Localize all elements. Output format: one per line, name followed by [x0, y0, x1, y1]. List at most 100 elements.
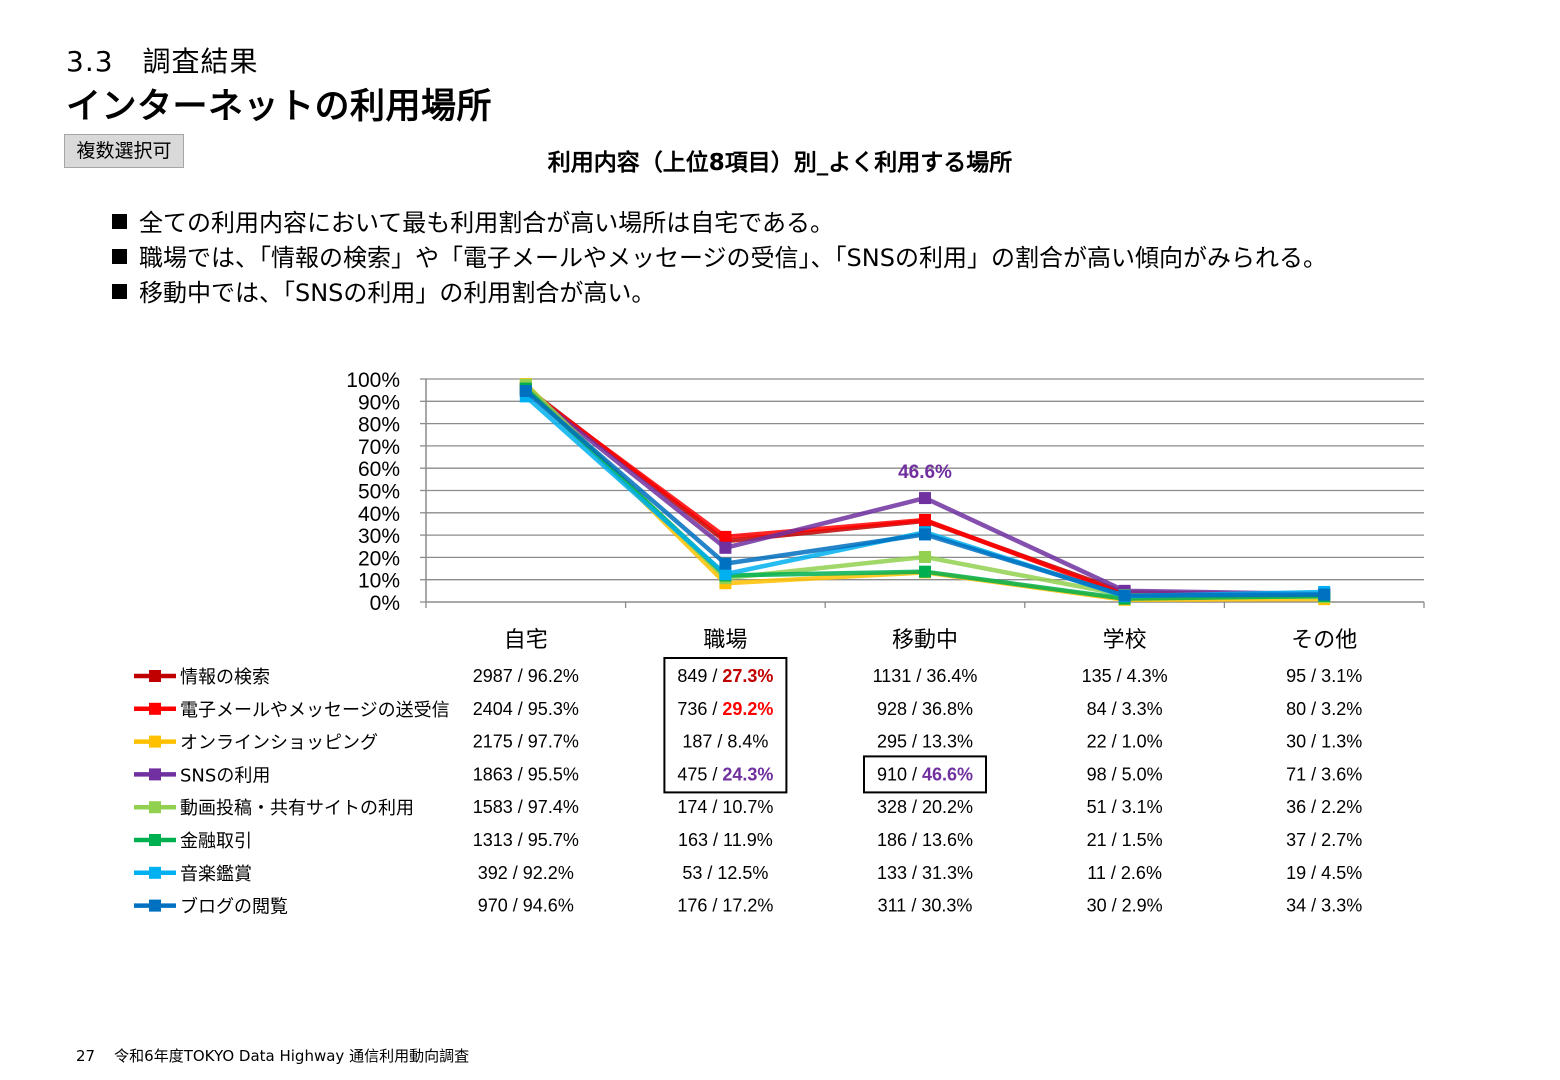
table-cell: 295 / 13.3%	[877, 732, 973, 752]
table-cell: 133 / 31.3%	[877, 863, 973, 883]
data-point	[719, 541, 732, 554]
legend-label: 金融取引	[180, 831, 252, 852]
table-cell: 970 / 94.6%	[478, 896, 574, 916]
table-cell: 51 / 3.1%	[1087, 797, 1163, 817]
y-tick-label: 30%	[358, 525, 400, 548]
legend-marker	[149, 801, 161, 814]
data-point	[919, 550, 931, 563]
y-tick-label: 90%	[358, 391, 400, 414]
bullet-text: 移動中では、「SNSの利用」の利用割合が高い。	[139, 279, 656, 307]
data-point	[719, 568, 732, 581]
series-line	[524, 387, 1325, 597]
table-cell: 34 / 3.3%	[1286, 896, 1362, 916]
table-cell: 328 / 20.2%	[877, 797, 973, 817]
footer: 27 令和6年度TOKYO Data Highway 通信利用動向調査	[76, 1045, 469, 1066]
legend-label: オンラインショッピング	[180, 733, 378, 754]
table-cell: 21 / 1.5%	[1087, 830, 1163, 850]
data-point	[919, 513, 931, 526]
table-cell: 22 / 1.0%	[1087, 732, 1163, 752]
chart-title: 利用内容（上位8項目）別_よく利用する場所	[547, 150, 1013, 176]
table-cell: 11 / 2.6%	[1087, 863, 1162, 883]
table-cell: 1313 / 95.7%	[473, 830, 579, 850]
footer-text: 令和6年度TOKYO Data Highway 通信利用動向調査	[114, 1047, 470, 1065]
table-cell: 71 / 3.6%	[1286, 764, 1362, 784]
data-point	[919, 492, 931, 505]
category-label: 移動中	[892, 628, 958, 653]
category-label: その他	[1291, 628, 1357, 653]
table-cell: 98 / 5.0%	[1087, 764, 1163, 784]
table-cell: 910 / 46.6%	[877, 764, 973, 784]
table-cell: 30 / 1.3%	[1286, 732, 1362, 752]
table-cell: 36 / 2.2%	[1286, 797, 1362, 817]
y-tick-label: 40%	[358, 503, 400, 526]
square-bullet-icon	[112, 214, 127, 229]
data-point	[1118, 589, 1131, 602]
highlight-box	[863, 755, 987, 794]
table-cell: 53 / 12.5%	[682, 863, 768, 883]
bullet-item: 職場では、「情報の検索」や「電子メールやメッセージの受信」、「SNSの利用」の割…	[112, 241, 1327, 276]
bullet-text: 全ての利用内容において最も利用割合が高い場所は自宅である。	[139, 209, 835, 237]
table-cell: 392 / 92.2%	[478, 863, 574, 883]
highlight-box	[663, 657, 788, 794]
table-cell: 2175 / 97.7%	[473, 732, 579, 752]
square-bullet-icon	[112, 284, 127, 299]
table-cell: 849 / 27.3%	[677, 666, 773, 686]
table-cell: 176 / 17.2%	[677, 896, 773, 916]
legend-marker	[149, 866, 161, 879]
table-cell: 30 / 2.9%	[1087, 896, 1163, 916]
table-cell: 1131 / 36.4%	[873, 666, 978, 686]
square-bullet-icon	[112, 249, 127, 264]
y-tick-label: 10%	[358, 570, 400, 593]
table-cell: 1583 / 97.4%	[473, 797, 579, 817]
table-cell: 187 / 8.4%	[682, 732, 768, 752]
table-cell: 2404 / 95.3%	[473, 699, 579, 719]
table-cell: 19 / 4.5%	[1286, 863, 1362, 883]
table-cell: 163 / 11.9%	[678, 830, 773, 850]
table-cell: 135 / 4.3%	[1082, 666, 1168, 686]
category-label: 職場	[703, 628, 747, 653]
table-cell: 736 / 29.2%	[677, 699, 773, 719]
legend-marker	[149, 768, 161, 781]
y-tick-label: 100%	[346, 369, 400, 392]
table-cell: 311 / 30.3%	[878, 896, 973, 916]
data-point	[919, 528, 931, 541]
data-point	[719, 557, 732, 570]
data-point	[1318, 588, 1331, 601]
y-tick-label: 0%	[370, 592, 400, 615]
y-tick-label: 70%	[358, 436, 400, 459]
legend-label: ブログの閲覧	[180, 896, 288, 918]
bullet-item: 移動中では、「SNSの利用」の利用割合が高い。	[112, 276, 1327, 311]
section-title: 3.3 調査結果	[66, 45, 259, 78]
legend-marker	[149, 834, 161, 846]
table-cell: 928 / 36.8%	[877, 699, 973, 719]
legend-label: 動画投稿・共有サイトの利用	[180, 798, 414, 819]
bullet-item: 全ての利用内容において最も利用割合が高い場所は自宅である。	[112, 206, 1327, 241]
legend-label: 電子メールやメッセージの送受信	[180, 700, 450, 721]
category-label: 学校	[1103, 628, 1147, 653]
y-tick-label: 60%	[358, 458, 400, 481]
legend-label: 音楽鑑賞	[180, 864, 252, 885]
table-cell: 95 / 3.1%	[1286, 666, 1362, 686]
legend-marker	[149, 702, 161, 715]
peak-data-label: 46.6%	[898, 462, 952, 483]
legend-label: SNSの利用	[180, 765, 270, 786]
series-line	[524, 385, 1325, 598]
multiple-choice-badge: 複数選択可	[64, 134, 184, 168]
table-cell: 1863 / 95.5%	[473, 764, 579, 784]
data-point	[719, 530, 732, 543]
table-cell: 84 / 3.3%	[1087, 699, 1163, 719]
table-cell: 37 / 2.7%	[1286, 830, 1362, 850]
table-cell: 174 / 10.7%	[677, 797, 773, 817]
table-cell: 80 / 3.2%	[1286, 699, 1362, 719]
data-point	[919, 565, 931, 578]
y-tick-label: 20%	[358, 547, 400, 570]
page-number: 27	[76, 1047, 96, 1065]
table-cell: 2987 / 96.2%	[473, 666, 579, 686]
bullet-text: 職場では、「情報の検索」や「電子メールやメッセージの受信」、「SNSの利用」の割…	[139, 244, 1327, 272]
summary-bullets: 全ての利用内容において最も利用割合が高い場所は自宅である。 職場では、「情報の検…	[112, 206, 1327, 311]
table-cell: 475 / 24.3%	[677, 764, 773, 784]
legend-marker	[149, 670, 161, 682]
page-title: インターネットの利用場所	[66, 87, 493, 127]
data-point	[519, 385, 532, 398]
legend-marker	[149, 735, 161, 748]
